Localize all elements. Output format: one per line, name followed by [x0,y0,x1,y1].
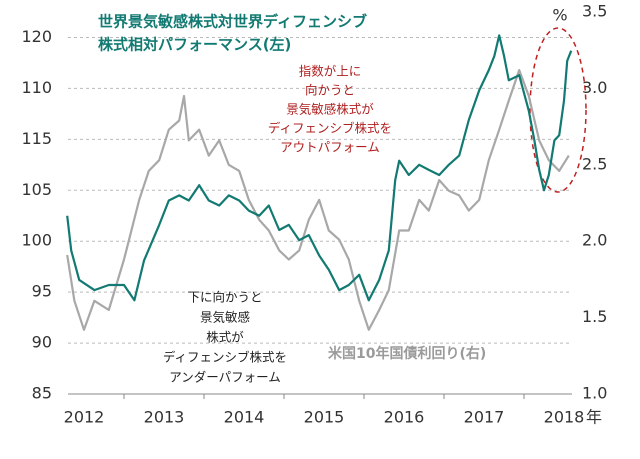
chart-title: 世界景気敏感株式対世界ディフェンシブ [98,13,367,31]
annotation: 下に向かうと [187,290,262,305]
x-tick-label: 2018 [544,408,585,427]
annotation: アンダーパフォーム [169,370,281,385]
y2-tick-label: 3.5 [582,2,607,21]
x-tick-label: 2013 [144,408,185,427]
x-tick-label: 2017 [464,408,505,427]
annotation: ディフェンシブ株式を [163,350,287,365]
series-line [66,69,570,331]
annotation: 景気敏感株式が [286,102,374,117]
x-unit: 年 [586,408,602,427]
y-tick-label: 110 [21,78,52,97]
y-tick-label: 85 [32,384,52,403]
annotation: 向かうと [305,83,355,98]
y2-tick-label: 1.0 [582,384,607,403]
y-tick-label: 120 [21,27,52,46]
y-tick-label: 100 [21,231,52,250]
annotation: 株式が [206,330,244,345]
chart-title: 株式相対パフォーマンス(左) [98,36,291,54]
highlight-ellipse [529,27,587,193]
y2-tick-label: 2.5 [582,154,607,173]
x-tick-label: 2012 [64,408,105,427]
y-tick-label: 105 [21,180,52,199]
y2-tick-label: 3.0 [582,78,607,97]
y-tick-label: 95 [32,282,52,301]
x-tick-label: 2014 [224,408,265,427]
annotation: 指数が上に [299,64,362,79]
annotation: 米国10年国債利回り(右) [328,345,486,362]
y2-tick-label: 2.0 [582,231,607,250]
y2-tick-label: 1.5 [582,307,607,326]
annotation: アウトパフォーム [280,140,380,155]
y2-unit: % [552,6,567,25]
x-tick-label: 2015 [304,408,345,427]
series-line [66,34,573,302]
y-tick-label: 115 [21,129,52,148]
annotation: 景気敏感 [200,310,250,325]
annotation: ディフェンシブ株式を [268,121,392,136]
x-tick-label: 2016 [384,408,425,427]
y-tick-label: 90 [32,333,52,352]
